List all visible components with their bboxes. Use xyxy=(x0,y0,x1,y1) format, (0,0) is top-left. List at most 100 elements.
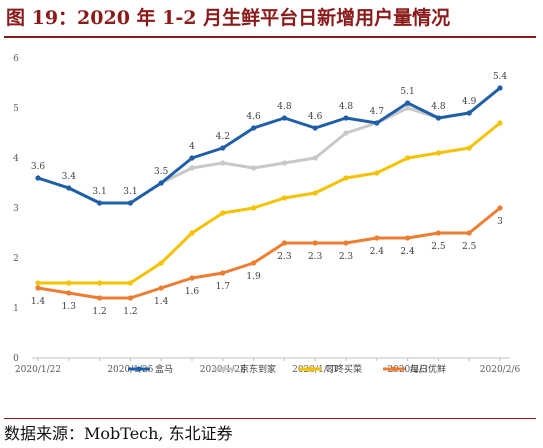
x-tick-label: 2020/2/6 xyxy=(480,365,521,375)
data-point xyxy=(159,285,164,290)
data-point xyxy=(159,260,164,265)
data-label: 2.5 xyxy=(431,242,446,252)
data-point xyxy=(282,195,287,200)
data-label: 2.3 xyxy=(339,252,354,262)
data-label: 2.3 xyxy=(308,252,323,262)
y-tick-label: 4 xyxy=(13,154,19,164)
data-point xyxy=(343,240,348,245)
data-point xyxy=(497,205,502,210)
data-point xyxy=(97,200,102,205)
data-point xyxy=(467,145,472,150)
figure-title: 图 19：2020 年 1-2 月生鲜平台日新增用户量情况 xyxy=(6,4,536,32)
data-point xyxy=(374,235,379,240)
data-label: 5.1 xyxy=(400,87,414,97)
data-point xyxy=(128,295,133,300)
data-point xyxy=(97,295,102,300)
data-label: 2.4 xyxy=(370,247,385,257)
data-point xyxy=(97,280,102,285)
data-point xyxy=(220,145,225,150)
data-point xyxy=(436,150,441,155)
data-point xyxy=(220,160,225,165)
data-point xyxy=(467,110,472,115)
data-point xyxy=(189,275,194,280)
data-point xyxy=(128,200,133,205)
data-label: 1.4 xyxy=(154,297,169,307)
y-tick-label: 0 xyxy=(13,354,19,364)
data-point xyxy=(343,115,348,120)
data-label: 2.4 xyxy=(400,247,415,257)
data-label: 3 xyxy=(497,217,503,227)
data-label: 4.7 xyxy=(370,107,385,117)
data-label: 3.6 xyxy=(31,162,46,172)
data-point xyxy=(220,210,225,215)
data-point xyxy=(343,130,348,135)
data-point xyxy=(313,240,318,245)
legend-marker xyxy=(136,366,141,371)
data-point xyxy=(313,155,318,160)
data-point xyxy=(251,125,256,130)
data-point xyxy=(66,290,71,295)
data-point xyxy=(436,115,441,120)
data-point xyxy=(189,155,194,160)
data-label: 1.4 xyxy=(31,297,46,307)
data-point xyxy=(282,240,287,245)
data-label: 2.5 xyxy=(462,242,477,252)
figure-source: 数据来源：MobTech, 东北证券 xyxy=(4,422,233,446)
data-point xyxy=(159,180,164,185)
data-point xyxy=(436,230,441,235)
data-point xyxy=(35,285,40,290)
y-tick-label: 1 xyxy=(13,304,19,314)
data-label: 3.1 xyxy=(123,187,137,197)
data-label: 4 xyxy=(189,142,195,152)
data-point xyxy=(313,125,318,130)
data-point xyxy=(467,230,472,235)
y-tick-label: 6 xyxy=(13,54,19,64)
data-label: 3.1 xyxy=(92,187,106,197)
data-point xyxy=(374,120,379,125)
data-point xyxy=(128,280,133,285)
data-point xyxy=(220,270,225,275)
data-label: 4.2 xyxy=(216,132,230,142)
data-point xyxy=(343,175,348,180)
data-label: 1.2 xyxy=(123,307,137,317)
data-label: 4.8 xyxy=(431,102,446,112)
data-label: 4.6 xyxy=(246,112,261,122)
data-label: 5.4 xyxy=(493,72,508,82)
legend-marker xyxy=(221,366,226,371)
legend-label: 盒马 xyxy=(155,363,173,375)
data-labels: 4 4.2 4.6 4.8 4.6 4.8 4.7 5.1 4.8 3.6 3.4 3.1 3.1 3.5… xyxy=(31,72,508,317)
data-point xyxy=(251,205,256,210)
data-point xyxy=(35,175,40,180)
data-label: 1.2 xyxy=(92,307,106,317)
y-tick-label: 5 xyxy=(13,104,19,114)
data-point xyxy=(66,185,71,190)
x-tick-label: 2020/1/22 xyxy=(15,365,61,375)
title-divider xyxy=(4,36,536,38)
data-point xyxy=(282,115,287,120)
legend-label: 叮咚买菜 xyxy=(326,363,362,375)
data-point xyxy=(405,100,410,105)
legend-label: 京东到家 xyxy=(240,363,276,375)
data-label: 4.9 xyxy=(462,97,477,107)
data-point xyxy=(189,230,194,235)
data-point xyxy=(66,280,71,285)
data-point xyxy=(374,170,379,175)
data-point xyxy=(251,165,256,170)
data-point xyxy=(405,235,410,240)
data-point xyxy=(313,190,318,195)
source-divider xyxy=(4,418,536,419)
legend-marker xyxy=(307,366,312,371)
data-label: 3.4 xyxy=(62,172,77,182)
data-point xyxy=(405,105,410,110)
data-label: 4.6 xyxy=(308,112,323,122)
data-point xyxy=(497,85,502,90)
data-label: 1.9 xyxy=(246,272,261,282)
data-point xyxy=(189,165,194,170)
data-label: 2.3 xyxy=(277,252,292,262)
data-label: 4.8 xyxy=(277,102,292,112)
data-label: 3.5 xyxy=(154,167,169,177)
legend-label: 每日优鲜 xyxy=(410,363,446,375)
data-point xyxy=(405,155,410,160)
y-tick-label: 2 xyxy=(13,254,19,264)
data-label: 1.3 xyxy=(62,302,77,312)
